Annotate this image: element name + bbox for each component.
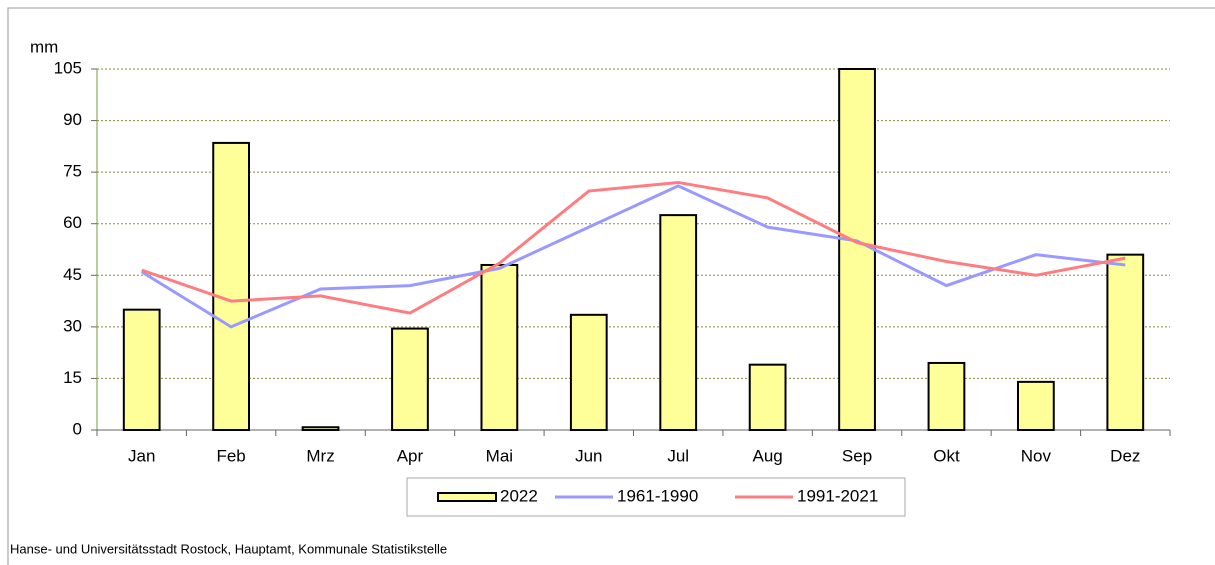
y-tick-label: 75 [63,162,82,181]
x-tick-label: Okt [933,446,960,465]
x-tick-label: Nov [1021,446,1052,465]
x-tick-label: Sep [842,446,872,465]
y-tick-label: 15 [63,368,82,387]
bar [748,363,787,431]
bar [659,214,698,431]
bar [927,361,966,432]
x-tick-label: Jan [128,446,155,465]
legend-label: 1991-2021 [797,486,878,505]
x-tick-label: Jul [667,446,689,465]
bar [1016,380,1055,432]
bar [391,327,429,432]
bar [480,263,519,431]
legend-label: 1961-1990 [617,486,698,505]
line [140,184,1126,329]
source-note: Hanse- und Universitätsstadt Rostock, Ha… [10,541,447,556]
bar [1106,253,1145,431]
bar [212,141,251,432]
bar [569,313,608,432]
y-tick-label: 0 [73,419,82,438]
legend-swatch [437,492,497,502]
line [141,180,1126,315]
y-tick-label: 45 [63,265,82,284]
x-tick-label: Mrz [306,446,334,465]
legend-label: 2022 [500,486,538,505]
chart-border [7,7,1215,565]
bar [301,426,340,431]
bar [838,68,876,431]
x-tick-label: Feb [216,446,245,465]
y-tick-label: 105 [54,58,82,77]
x-tick-label: Jun [575,446,602,465]
y-tick-label: 60 [63,213,82,232]
y-axis-label: mm [30,37,58,56]
x-tick-label: Dez [1110,446,1140,465]
bar [122,308,161,431]
y-tick-label: 90 [63,110,82,129]
y-tick-label: 30 [63,316,82,335]
x-tick-label: Aug [753,446,783,465]
x-tick-label: Apr [397,446,424,465]
x-tick-label: Mai [486,446,513,465]
